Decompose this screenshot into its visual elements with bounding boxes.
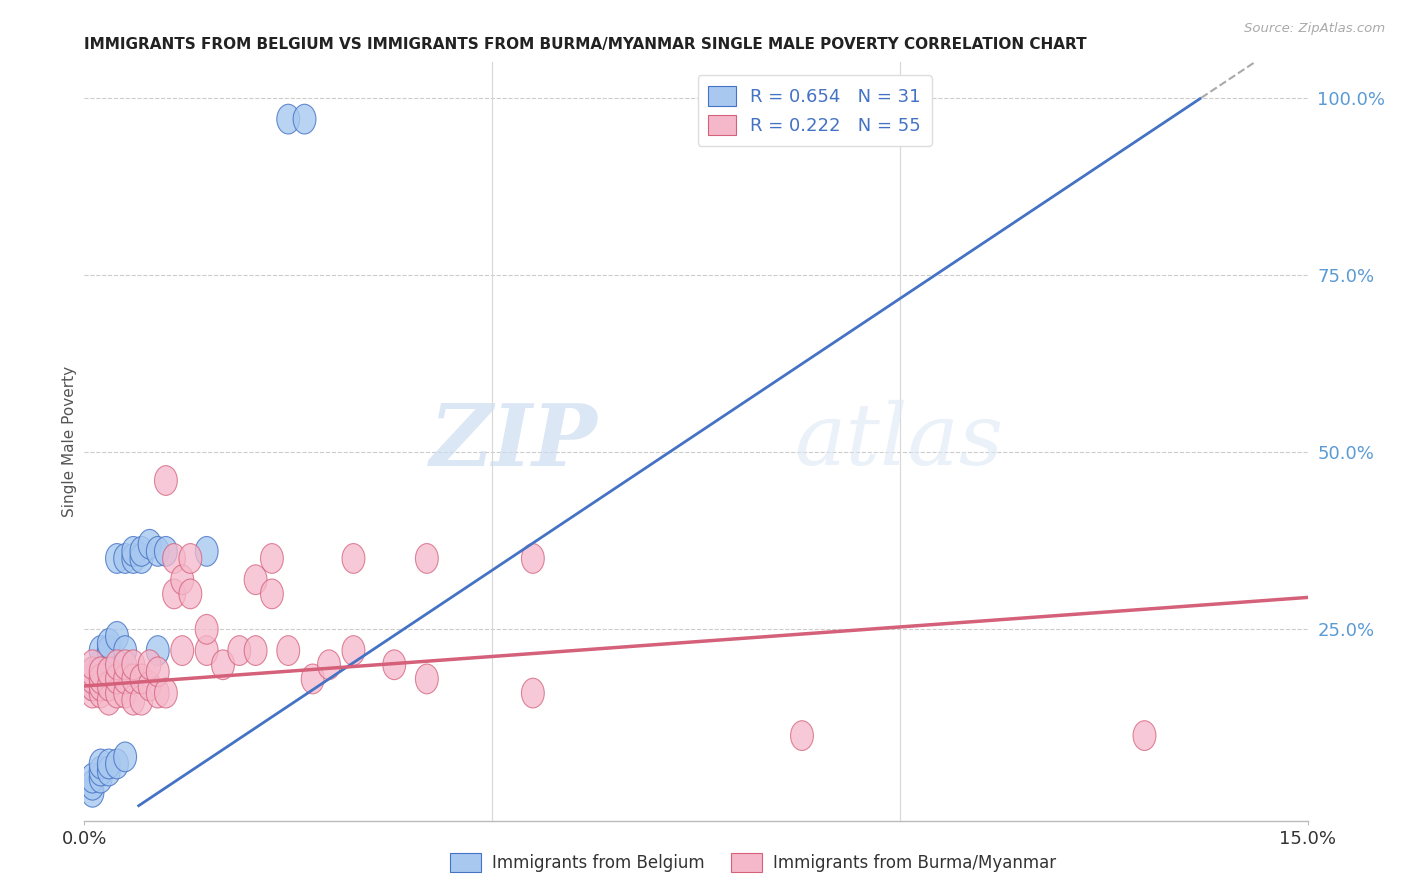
Ellipse shape — [245, 565, 267, 595]
Ellipse shape — [122, 536, 145, 566]
Ellipse shape — [228, 636, 250, 665]
Ellipse shape — [89, 764, 112, 793]
Ellipse shape — [82, 650, 104, 680]
Ellipse shape — [82, 664, 104, 694]
Ellipse shape — [82, 778, 104, 807]
Ellipse shape — [89, 664, 112, 694]
Ellipse shape — [105, 664, 128, 694]
Ellipse shape — [89, 650, 112, 680]
Legend: R = 0.654   N = 31, R = 0.222   N = 55: R = 0.654 N = 31, R = 0.222 N = 55 — [697, 75, 932, 145]
Ellipse shape — [97, 756, 121, 786]
Ellipse shape — [260, 543, 284, 574]
Ellipse shape — [89, 749, 112, 779]
Ellipse shape — [122, 543, 145, 574]
Ellipse shape — [179, 579, 202, 608]
Ellipse shape — [195, 636, 218, 665]
Text: atlas: atlas — [794, 401, 1002, 483]
Ellipse shape — [89, 636, 112, 665]
Ellipse shape — [82, 671, 104, 701]
Text: Immigrants from Burma/Myanmar: Immigrants from Burma/Myanmar — [773, 854, 1056, 871]
Ellipse shape — [82, 664, 104, 694]
Ellipse shape — [277, 636, 299, 665]
Ellipse shape — [790, 721, 814, 750]
Ellipse shape — [97, 749, 121, 779]
Ellipse shape — [122, 685, 145, 715]
Ellipse shape — [1133, 721, 1156, 750]
Ellipse shape — [82, 657, 104, 687]
Ellipse shape — [260, 579, 284, 608]
Ellipse shape — [105, 650, 128, 680]
Ellipse shape — [129, 664, 153, 694]
Ellipse shape — [170, 636, 194, 665]
Ellipse shape — [522, 543, 544, 574]
Ellipse shape — [277, 104, 299, 134]
Ellipse shape — [146, 536, 169, 566]
Ellipse shape — [301, 664, 325, 694]
Text: IMMIGRANTS FROM BELGIUM VS IMMIGRANTS FROM BURMA/MYANMAR SINGLE MALE POVERTY COR: IMMIGRANTS FROM BELGIUM VS IMMIGRANTS FR… — [84, 37, 1087, 52]
Ellipse shape — [82, 678, 104, 708]
Ellipse shape — [163, 579, 186, 608]
Ellipse shape — [89, 678, 112, 708]
Ellipse shape — [195, 615, 218, 644]
Y-axis label: Single Male Poverty: Single Male Poverty — [62, 366, 77, 517]
Ellipse shape — [522, 678, 544, 708]
Ellipse shape — [170, 565, 194, 595]
Ellipse shape — [89, 671, 112, 701]
Ellipse shape — [129, 543, 153, 574]
Text: Immigrants from Belgium: Immigrants from Belgium — [492, 854, 704, 871]
Ellipse shape — [382, 650, 406, 680]
Ellipse shape — [129, 536, 153, 566]
Ellipse shape — [89, 657, 112, 687]
Ellipse shape — [105, 749, 128, 779]
Ellipse shape — [114, 678, 136, 708]
Ellipse shape — [146, 636, 169, 665]
Ellipse shape — [82, 764, 104, 793]
Ellipse shape — [82, 671, 104, 701]
Ellipse shape — [146, 678, 169, 708]
Ellipse shape — [342, 636, 366, 665]
Ellipse shape — [415, 664, 439, 694]
Ellipse shape — [105, 678, 128, 708]
Ellipse shape — [97, 685, 121, 715]
Ellipse shape — [318, 650, 340, 680]
Ellipse shape — [97, 636, 121, 665]
Ellipse shape — [138, 671, 162, 701]
Ellipse shape — [114, 650, 136, 680]
Ellipse shape — [138, 530, 162, 559]
Ellipse shape — [105, 622, 128, 651]
Ellipse shape — [114, 664, 136, 694]
Ellipse shape — [114, 742, 136, 772]
Ellipse shape — [342, 543, 366, 574]
Ellipse shape — [122, 664, 145, 694]
Ellipse shape — [292, 104, 316, 134]
Ellipse shape — [97, 671, 121, 701]
Ellipse shape — [122, 650, 145, 680]
Ellipse shape — [415, 543, 439, 574]
Ellipse shape — [163, 543, 186, 574]
Text: ZIP: ZIP — [430, 400, 598, 483]
Ellipse shape — [155, 678, 177, 708]
Ellipse shape — [146, 657, 169, 687]
Ellipse shape — [211, 650, 235, 680]
Ellipse shape — [82, 771, 104, 800]
Text: Source: ZipAtlas.com: Source: ZipAtlas.com — [1244, 22, 1385, 36]
Ellipse shape — [245, 636, 267, 665]
Ellipse shape — [155, 466, 177, 495]
Ellipse shape — [129, 685, 153, 715]
Ellipse shape — [179, 543, 202, 574]
Ellipse shape — [97, 657, 121, 687]
Ellipse shape — [195, 536, 218, 566]
Ellipse shape — [89, 756, 112, 786]
Ellipse shape — [82, 657, 104, 687]
Ellipse shape — [105, 543, 128, 574]
Ellipse shape — [138, 650, 162, 680]
Ellipse shape — [155, 536, 177, 566]
Ellipse shape — [114, 543, 136, 574]
Ellipse shape — [97, 629, 121, 658]
Ellipse shape — [114, 636, 136, 665]
